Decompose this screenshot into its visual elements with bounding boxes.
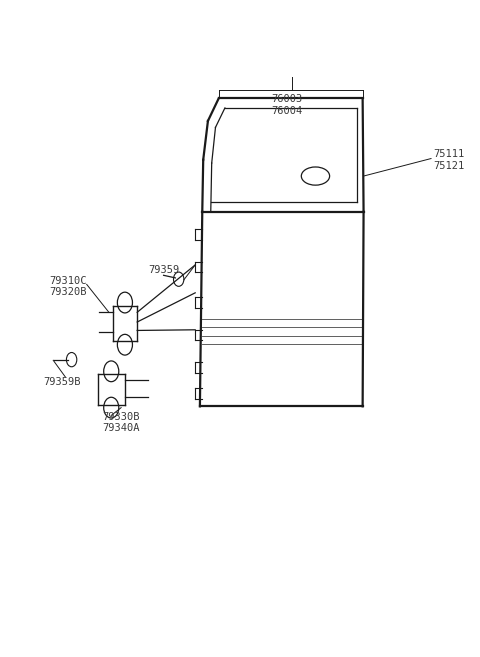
Text: 79330B
79340A: 79330B 79340A bbox=[102, 412, 140, 434]
Text: 79359B: 79359B bbox=[43, 376, 80, 387]
Text: 79310C
79320B: 79310C 79320B bbox=[49, 275, 86, 297]
Text: 76003
76004: 76003 76004 bbox=[272, 94, 303, 116]
Text: 79359: 79359 bbox=[148, 265, 179, 275]
Text: 75111
75121: 75111 75121 bbox=[433, 149, 465, 171]
